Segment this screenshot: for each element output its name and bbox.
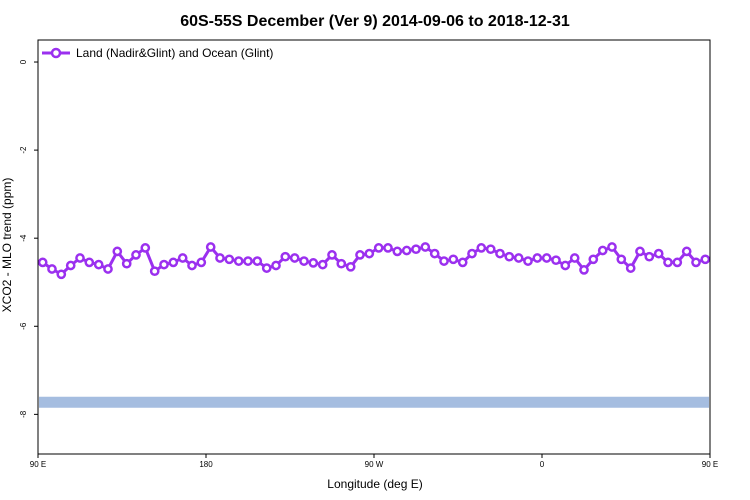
y-tick-label: -8 [19,410,28,418]
data-point [47,264,57,274]
data-point [653,248,664,259]
y-tick-label: -4 [19,234,28,242]
data-point [187,260,197,271]
series-layer [37,242,711,280]
data-point [103,264,113,274]
data-point [233,256,244,266]
data-point [597,245,608,256]
legend-label: Land (Nadir&Glint) and Ocean (Glint) [76,46,273,60]
data-point [532,253,543,263]
data-point [579,265,589,275]
data-point [392,246,403,257]
y-axis-label: XCO2 - MLO trend (ppm) [0,178,14,313]
x-tick-label: 90 E [702,460,718,469]
data-point [65,260,76,271]
data-point [439,256,449,266]
data-point [467,248,477,259]
data-point [700,254,711,265]
data-point [504,251,515,262]
data-point [541,253,552,263]
data-point [243,256,253,266]
data-point [364,248,375,259]
data-point [569,253,580,263]
data-point [635,246,645,257]
data-point [271,260,281,271]
data-point [317,259,328,270]
data-point [112,246,123,257]
data-point [560,260,571,271]
data-point [355,250,365,260]
data-point [523,256,533,266]
y-tick-label: -2 [19,146,28,154]
reference-band [39,396,709,408]
data-point [261,263,272,273]
y-axis: 0 -2 -4 -6 -8 [19,59,38,418]
data-point [205,242,216,252]
data-point [616,254,627,265]
data-point [401,245,412,256]
data-point [280,251,291,262]
data-point [140,243,151,253]
data-point [672,257,683,268]
data-point [485,244,496,255]
data-point [84,257,95,268]
x-tick-label: 0 [540,460,545,469]
data-point [607,242,617,252]
legend: Land (Nadir&Glint) and Ocean (Glint) [42,46,273,60]
y-tick-label: 0 [19,59,28,64]
data-point [327,250,337,260]
data-point [588,254,599,265]
data-point [168,257,179,268]
data-point [121,258,132,269]
data-point [215,253,225,263]
reference-band-layer [39,396,709,408]
data-point [551,255,561,266]
x-tick-label: 180 [199,460,213,469]
x-tick-label: 90 E [30,460,46,469]
data-point [644,251,655,262]
data-point [299,256,309,266]
data-point [177,253,188,263]
data-point [345,261,356,272]
x-tick-label: 90 W [365,460,384,469]
data-point [289,253,300,263]
data-point [336,258,347,269]
data-point [663,257,673,268]
data-point [373,243,384,253]
legend-marker [50,47,62,59]
data-point [159,259,169,270]
data-point [681,246,692,257]
data-point [457,257,468,268]
data-point [131,250,141,260]
chart-title: 60S-55S December (Ver 9) 2014-09-06 to 2… [180,13,570,30]
y-tick-label: -6 [19,322,28,330]
data-point [420,242,431,252]
data-point [625,263,636,273]
x-axis: 90 E 180 90 W 0 90 E [30,454,718,469]
data-point [476,243,487,253]
data-point [513,253,524,263]
data-point [149,266,160,277]
data-point [56,269,67,280]
x-axis-label: Longitude (deg E) [327,477,422,491]
data-point [308,258,319,268]
data-point [691,257,701,268]
data-point [75,253,85,263]
data-point [429,248,440,259]
data-point [224,254,235,265]
data-point [93,259,104,270]
data-point [252,256,263,266]
data-point [448,254,459,265]
data-point [37,257,48,268]
data-point [495,248,505,259]
data-point [411,244,421,255]
data-point [196,257,207,268]
data-point [383,243,393,253]
